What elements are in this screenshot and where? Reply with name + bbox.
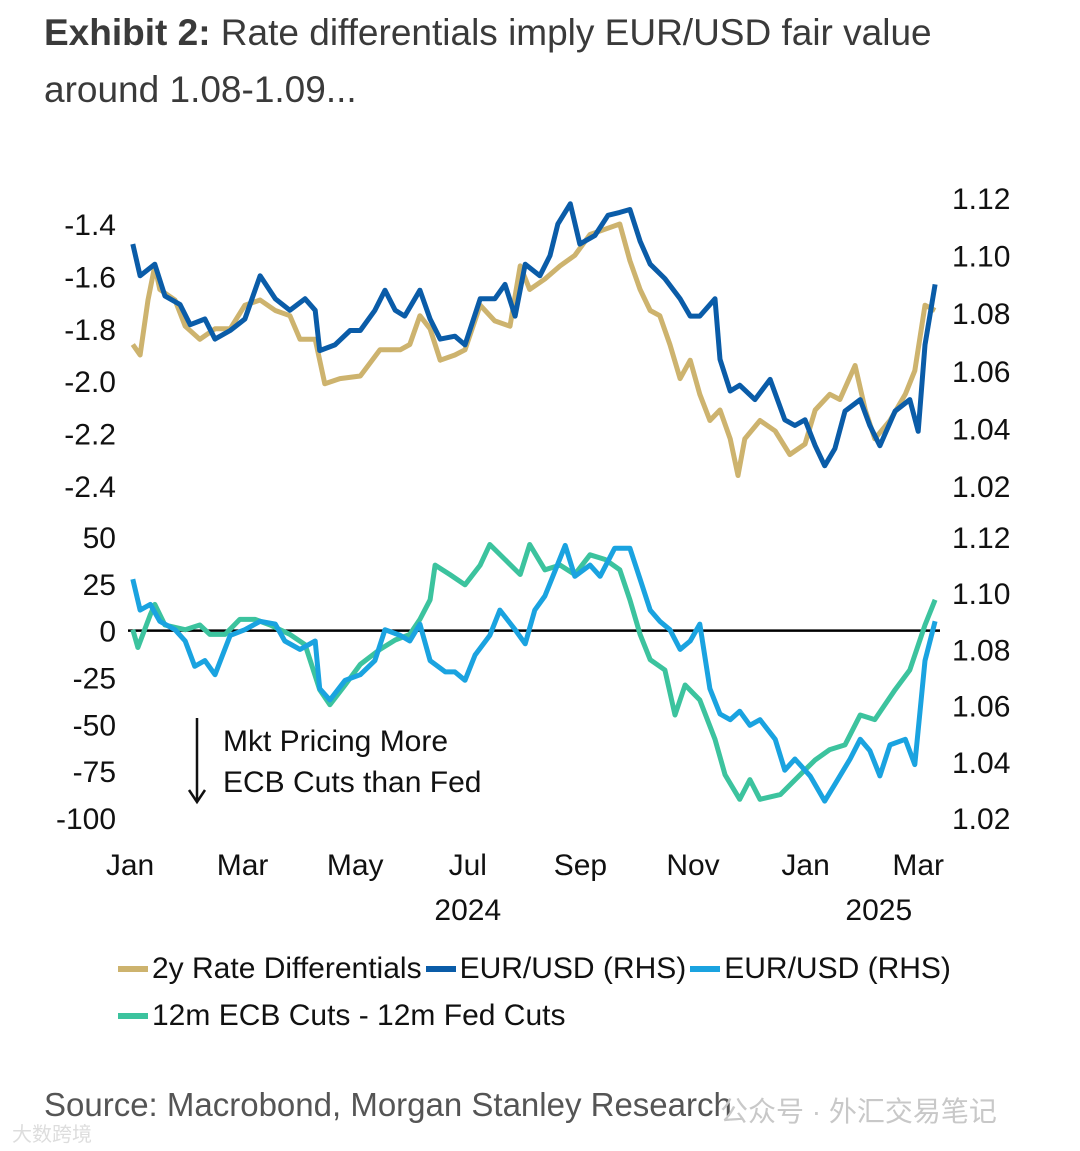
y-right-tick-label: 1.08 — [952, 298, 1010, 331]
legend-label: 12m ECB Cuts - 12m Fed Cuts — [152, 998, 566, 1032]
y-left-tick-label: 50 — [83, 522, 116, 555]
x-tick-label: Sep — [554, 849, 607, 882]
source-note: Source: Macrobond, Morgan Stanley Resear… — [44, 1086, 732, 1123]
x-year-label: 2024 — [434, 894, 501, 927]
legend-item-eurusd-dark: EUR/USD (RHS) — [425, 951, 687, 986]
chart-title: Exhibit 2: Rate differentials imply EUR/… — [44, 4, 1044, 118]
y-right-tick-label: 1.12 — [952, 183, 1010, 216]
exhibit-label: Exhibit 2: — [44, 12, 211, 53]
y-right-tick-label: 1.12 — [952, 522, 1010, 555]
y-left-tick-label: -2.2 — [64, 419, 116, 452]
y-left-tick-label: -1.6 — [64, 261, 116, 294]
watermark-wechat: 公众号 · 外汇交易笔记 — [720, 1096, 997, 1127]
legend: 2y Rate Differentials EUR/USD (RHS) EUR/… — [118, 945, 1018, 1039]
annotation-line-1: Mkt Pricing More — [223, 725, 448, 758]
x-tick-label: Nov — [666, 849, 719, 882]
x-tick-label: Mar — [217, 849, 269, 882]
y-left-tick-label: -1.8 — [64, 314, 116, 347]
annotation-line-2: ECB Cuts than Fed — [223, 766, 481, 799]
y-left-tick-label: -25 — [73, 663, 116, 696]
y-right-tick-label: 1.06 — [952, 356, 1010, 389]
y-left-tick-label: -2.4 — [64, 471, 116, 504]
down-arrow-head-icon — [187, 789, 207, 805]
y-left-tick-label: -100 — [56, 803, 116, 836]
bottom-panel: 50 25 0 -25 -50 -75 -100 1.12 1.10 1.08 1.06 1.04 1.… — [56, 522, 1010, 836]
title-text: Rate differentials imply EUR/USD fair va… — [44, 12, 932, 110]
y-right-tick-label: 1.02 — [952, 471, 1010, 504]
legend-label: EUR/USD (RHS) — [724, 951, 951, 985]
y-left-tick-label: -2.0 — [64, 366, 116, 399]
y-right-tick-label: 1.10 — [952, 578, 1010, 611]
series-line-eur-usd-rhs--1 — [130, 542, 938, 804]
y-right-tick-label: 1.06 — [952, 691, 1010, 724]
y-right-tick-label: 1.10 — [952, 241, 1010, 274]
x-tick-label: Jul — [449, 849, 487, 882]
legend-swatch — [118, 965, 148, 972]
x-axis: Jan Mar May Jul Sep Nov Jan Mar 2024 2025 — [106, 849, 944, 927]
legend-label: 2y Rate Differentials — [152, 951, 422, 985]
series-line-2y-rate-differentials-0 — [130, 221, 937, 478]
x-tick-label: Mar — [892, 849, 944, 882]
y-right-tick-label: 1.08 — [952, 634, 1010, 667]
y-left-tick-label: 25 — [83, 569, 116, 602]
x-tick-label: May — [327, 849, 384, 882]
legend-swatch — [690, 965, 721, 972]
y-right-tick-label: 1.04 — [952, 747, 1010, 780]
series-line-eur-usd-rhs--1 — [130, 201, 938, 469]
y-left-tick-label: -75 — [73, 756, 116, 789]
x-year-label: 2025 — [845, 894, 912, 927]
x-tick-label: Jan — [781, 849, 829, 882]
legend-item-cuts: 12m ECB Cuts - 12m Fed Cuts — [118, 999, 565, 1033]
legend-swatch — [118, 1012, 148, 1019]
annotation: Mkt Pricing More ECB Cuts than Fed — [187, 718, 481, 805]
watermark-brand: 大数跨境 — [12, 1124, 92, 1146]
x-tick-label: Jan — [106, 849, 154, 882]
y-left-tick-label: 0 — [99, 616, 116, 649]
y-left-tick-label: -1.4 — [64, 209, 116, 242]
legend-item-rate-diff: 2y Rate Differentials — [118, 952, 422, 986]
legend-label: EUR/USD (RHS) — [459, 951, 687, 985]
top-panel: -1.4 -1.6 -1.8 -2.0 -2.2 -2.4 1.12 1.10 1.08 1.06… — [64, 183, 1010, 504]
y-left-tick-label: -50 — [73, 709, 116, 742]
legend-swatch — [425, 965, 456, 972]
series-line-12m-ecb-cuts-12m-fed-cuts-0 — [130, 542, 938, 802]
y-right-tick-label: 1.02 — [952, 803, 1010, 836]
y-right-tick-label: 1.04 — [952, 413, 1010, 446]
legend-item-eurusd-light: EUR/USD (RHS) — [690, 952, 951, 986]
